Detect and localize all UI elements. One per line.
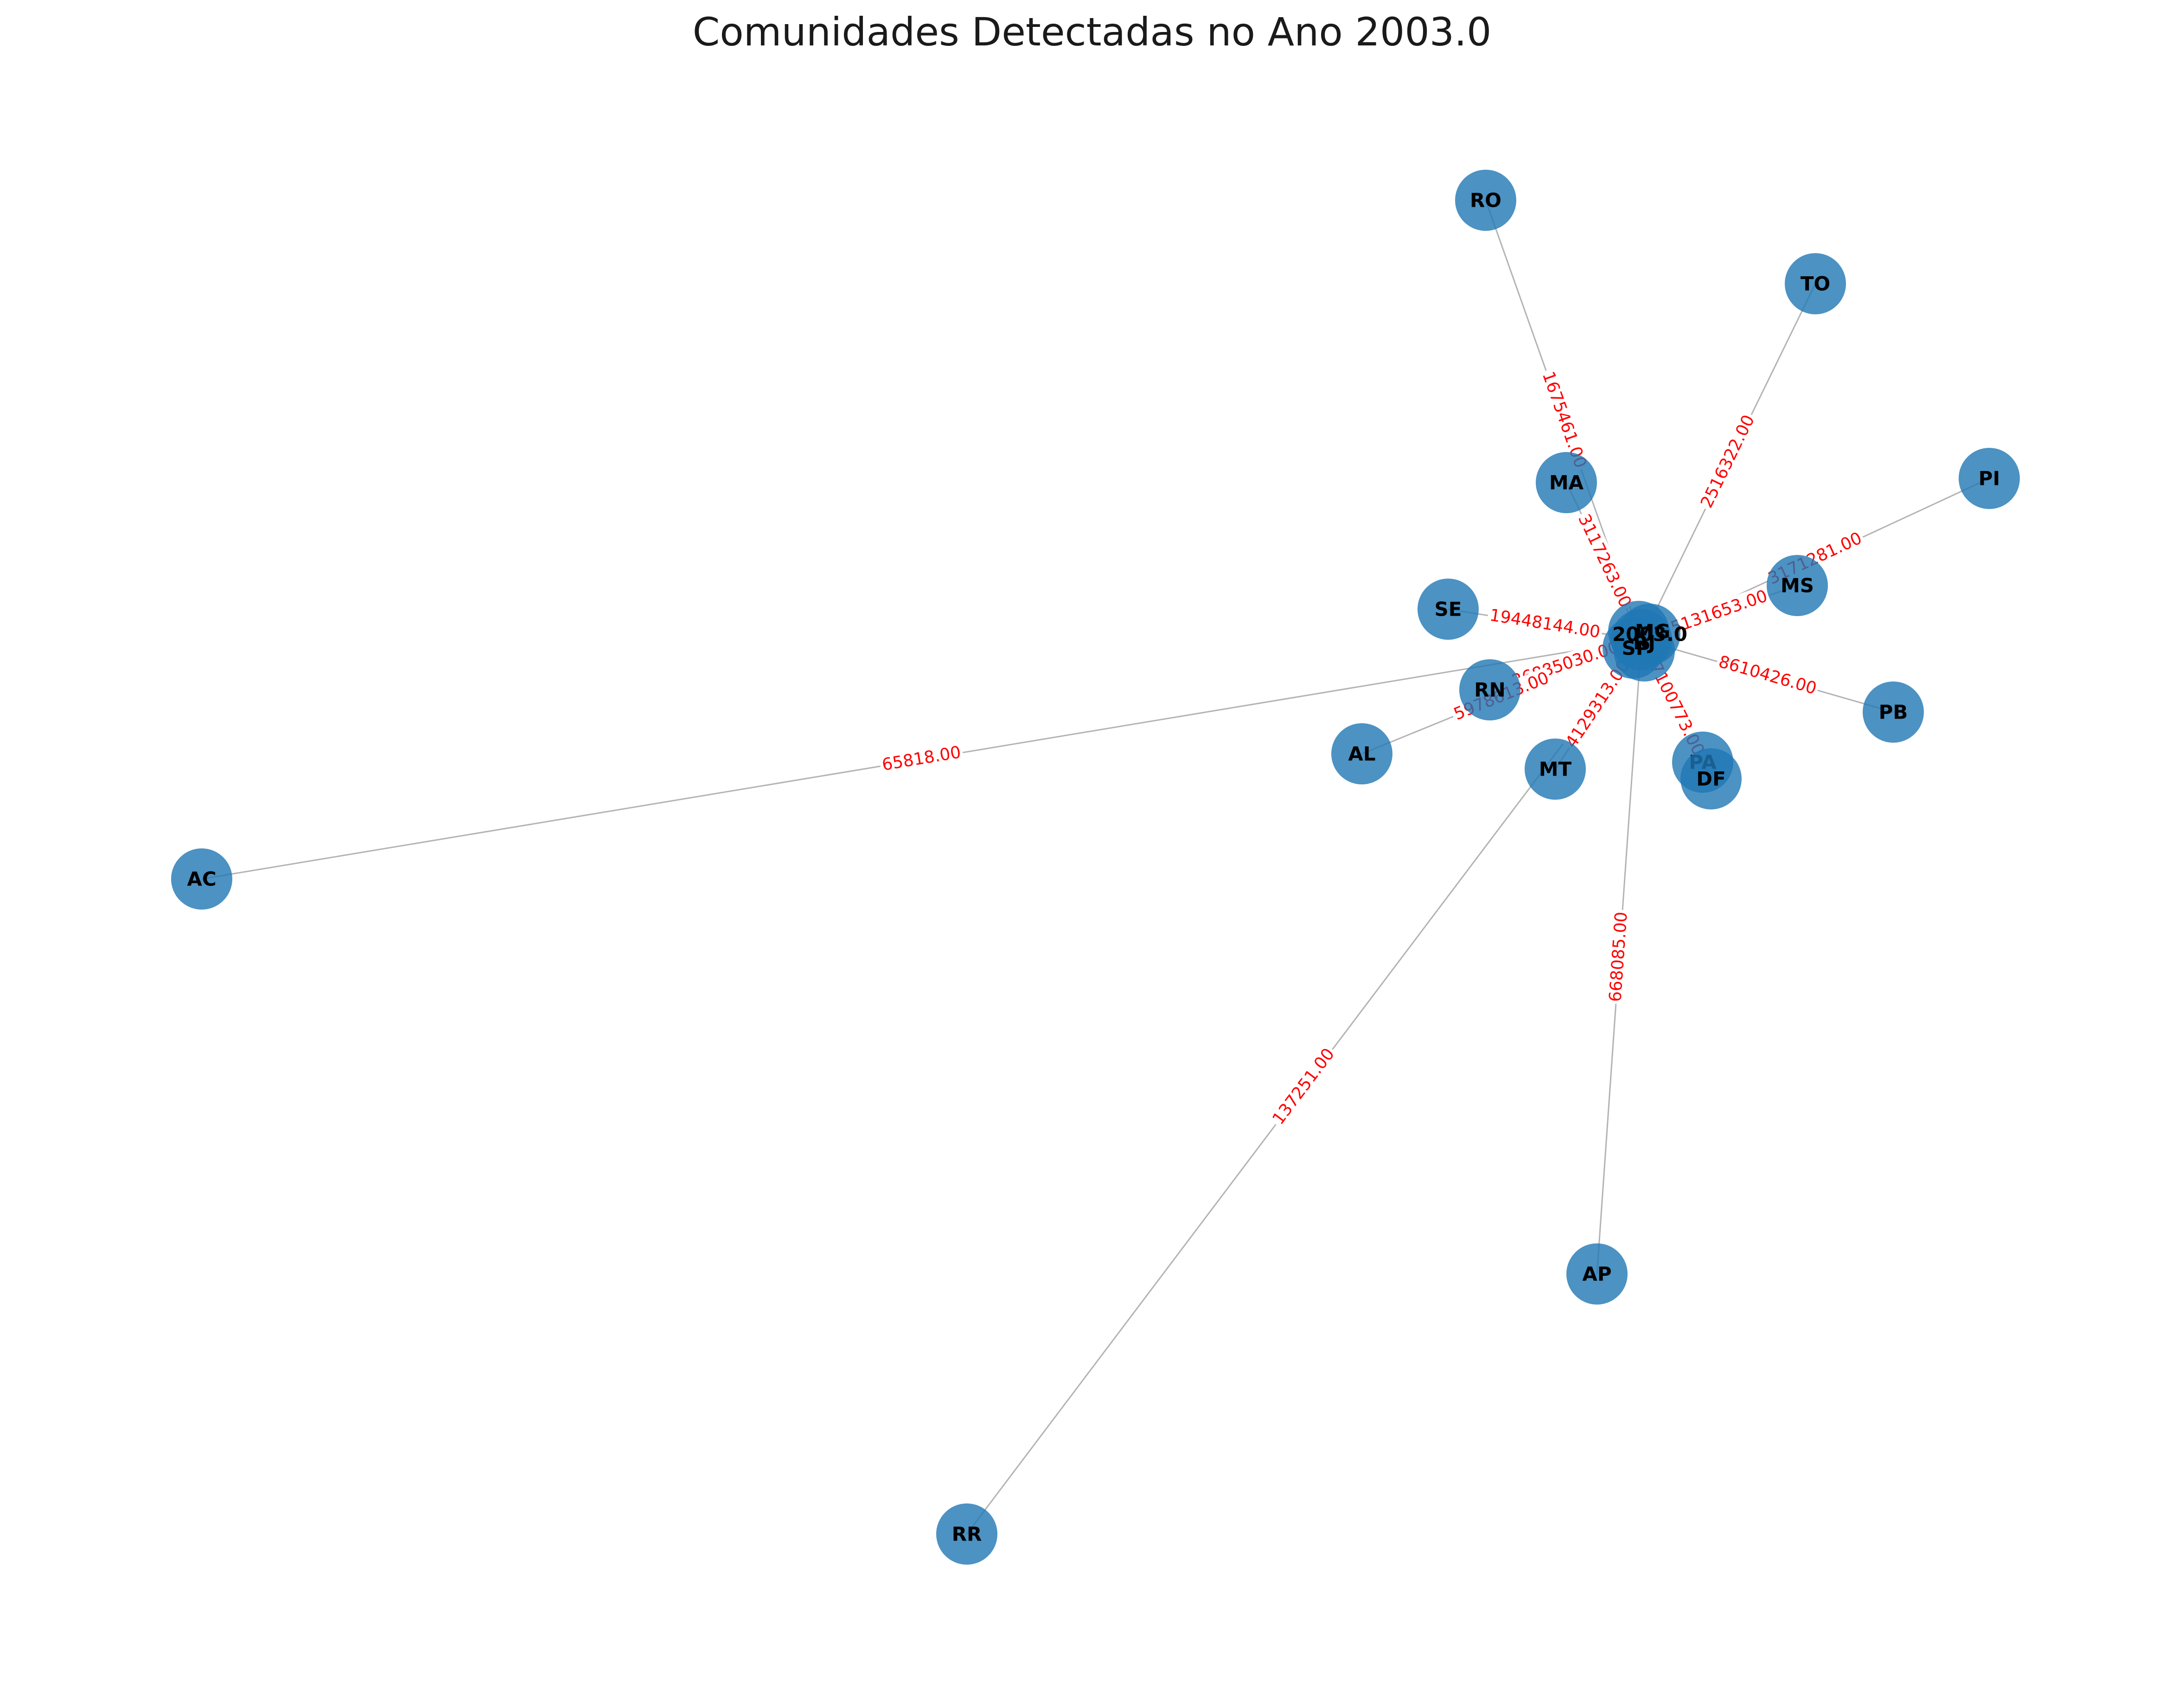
node-label-al: AL: [1348, 743, 1375, 765]
node-label-ms: MS: [1781, 574, 1814, 597]
node-circle-ms: [1767, 555, 1828, 616]
node-label-to: TO: [1801, 273, 1830, 295]
edge-label-backdrop: [1560, 655, 1636, 754]
node-al: AL: [1331, 723, 1392, 784]
edge-label-backdrop: [1267, 1043, 1341, 1131]
node-label-ap: AP: [1582, 1263, 1611, 1286]
node-label-mt: MT: [1539, 758, 1572, 781]
node-label-pi: PI: [1979, 467, 2000, 490]
node-circle-rn: [1459, 659, 1520, 720]
edges-layer: [201, 200, 1990, 1535]
node-label-pb: PB: [1879, 701, 1908, 724]
hub-node-label-mg: MG: [1635, 620, 1670, 643]
edge-label-backdrop: [1572, 509, 1637, 613]
node-circle-se: [1418, 579, 1479, 640]
node-circle-ro: [1455, 170, 1516, 231]
edge-label-se: 19448144.00: [1488, 605, 1602, 642]
hub-node-label-rj: RJ: [1633, 631, 1655, 654]
edge-label-ma: 3117263.00: [1574, 511, 1635, 611]
node-ac: AC: [171, 848, 232, 910]
node-label-rn: RN: [1474, 679, 1506, 701]
chart-title: Comunidades Detectadas no Ano 2003.0: [693, 9, 1492, 55]
node-pi: PI: [1959, 448, 2020, 509]
node-df: DF: [1680, 748, 1742, 809]
edge-label-backdrop: [1604, 909, 1633, 1005]
edge-label-backdrop: [1537, 367, 1592, 473]
node-circle-pb: [1863, 681, 1924, 743]
node-circle-ac: [171, 848, 232, 910]
node-circle-df: [1680, 748, 1742, 809]
hub-node-label-sp: SP: [1622, 637, 1650, 660]
hub-label: 2003.0: [1612, 623, 1687, 646]
node-rr: RR: [936, 1503, 997, 1565]
node-label-ro: RO: [1470, 189, 1501, 212]
node-ms: MS: [1767, 555, 1828, 616]
node-mt: MT: [1525, 739, 1586, 800]
node-circle-to: [1785, 253, 1846, 314]
edge-label-backdrop: [1486, 604, 1603, 643]
edge-label-ac: 65818.00: [881, 743, 962, 775]
node-rn: RN: [1459, 659, 1520, 720]
node-circle-al: [1331, 723, 1392, 784]
node-pb: PB: [1863, 681, 1924, 743]
node-circle-ma: [1536, 452, 1597, 513]
edge-label-backdrop: [1695, 410, 1760, 513]
node-label-ma: MA: [1549, 471, 1584, 494]
node-circle-rr: [936, 1503, 997, 1565]
node-to: TO: [1785, 253, 1846, 314]
edge-label-backdrop: [1714, 650, 1821, 700]
node-ro: RO: [1455, 170, 1516, 231]
node-label-se: SE: [1435, 598, 1462, 621]
nodes-layer: ROTOPIMAMSSERNPBALMTPADFACAPRRSPMGRJ2003…: [171, 170, 2020, 1565]
node-se: SE: [1418, 579, 1479, 640]
node-label-rr: RR: [952, 1523, 982, 1546]
edge-label-backdrop: [1666, 585, 1772, 639]
edge-label-rr: 137251.00: [1269, 1045, 1338, 1128]
hub-node-circle: [1608, 601, 1669, 662]
node-ap: AP: [1566, 1243, 1628, 1305]
node-label-ac: AC: [187, 868, 216, 891]
node-ma: MA: [1536, 452, 1597, 513]
node-circle-ap: [1566, 1243, 1628, 1305]
edge-label-ap: 668085.00: [1606, 911, 1631, 1002]
edge-label-to: 2516322.00: [1697, 412, 1758, 511]
node-circle-mt: [1525, 739, 1586, 800]
edge-label-backdrop: [878, 741, 964, 776]
node-circle-pi: [1959, 448, 2020, 509]
node-label-df: DF: [1696, 768, 1726, 790]
